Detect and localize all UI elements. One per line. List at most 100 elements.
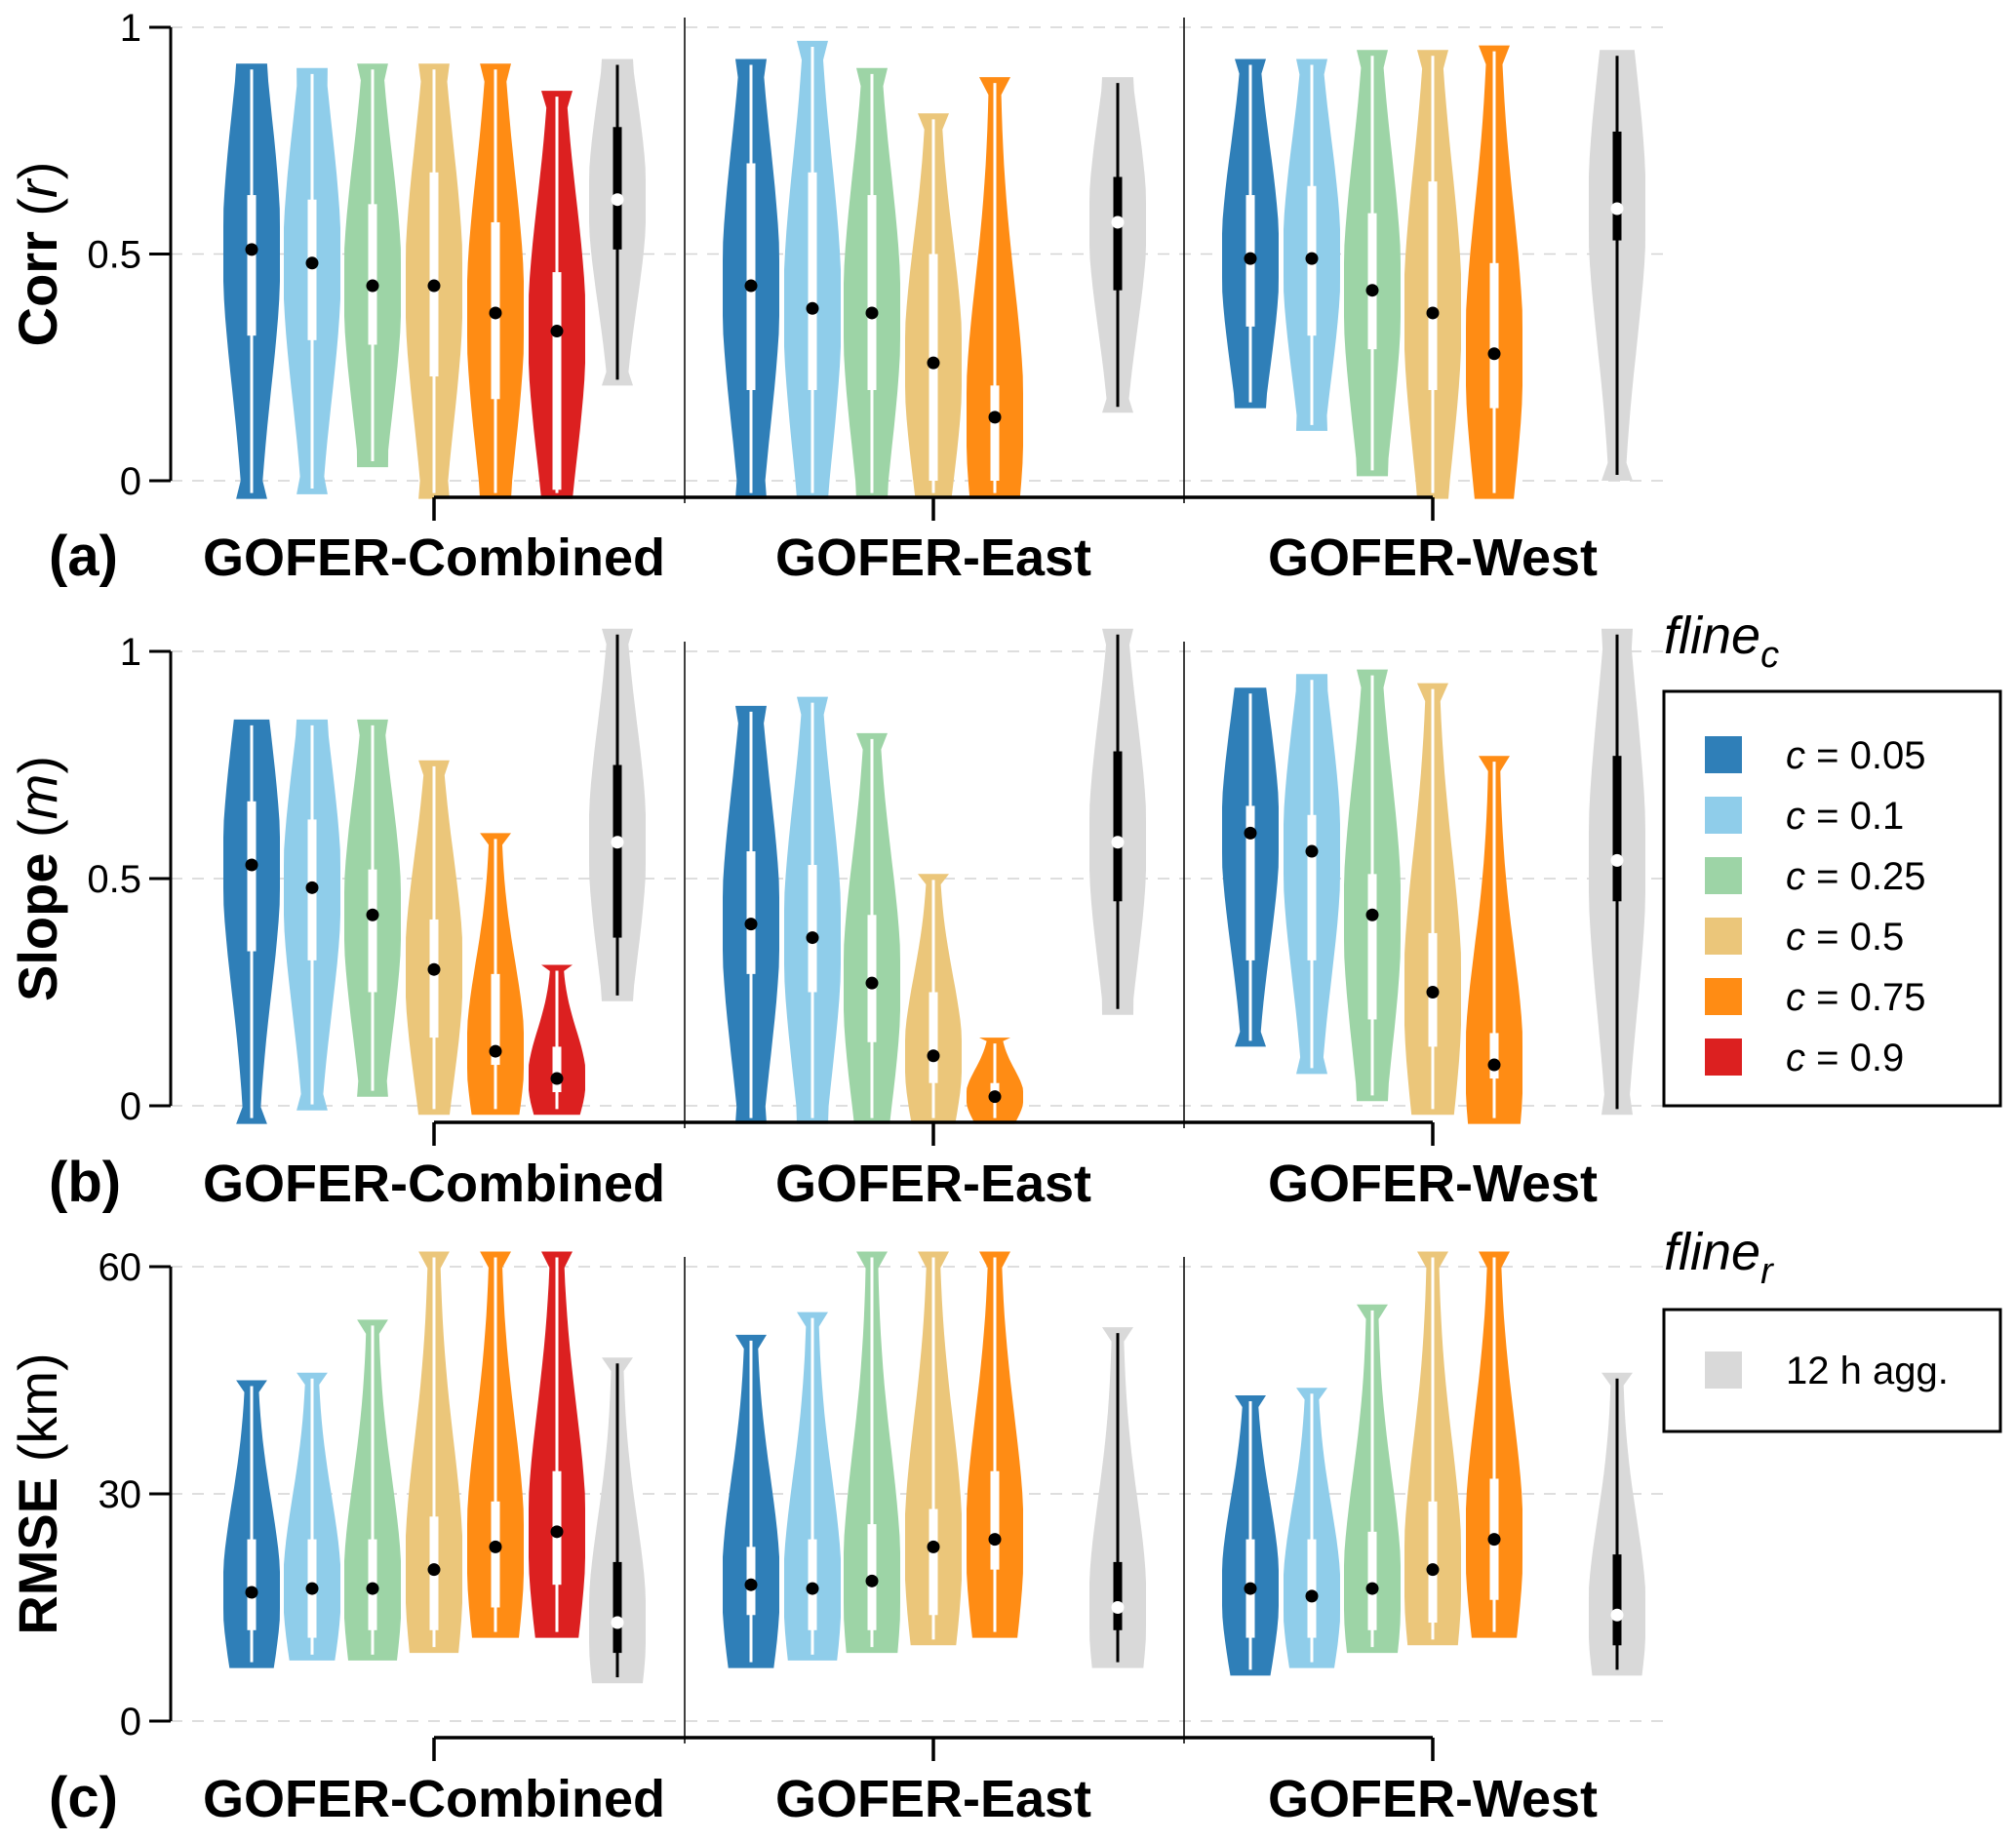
violin-median-dot bbox=[306, 1583, 319, 1595]
violin-gofer-west-c50 bbox=[1404, 1252, 1461, 1646]
violin-median-dot bbox=[1112, 215, 1125, 228]
violin-median-dot bbox=[246, 1586, 258, 1598]
violin-gofer-combined-c75 bbox=[467, 833, 524, 1115]
y-axis-label: RMSE (km) bbox=[7, 1352, 68, 1634]
violin-iqr-box bbox=[1368, 1532, 1377, 1630]
violin-gofer-east-c75 bbox=[967, 1252, 1023, 1638]
violin-gofer-combined-c05 bbox=[223, 1381, 280, 1668]
legend-label-symbol: c bbox=[1786, 916, 1805, 959]
violin-median-dot bbox=[551, 1073, 564, 1085]
violin-iqr-box bbox=[553, 1046, 562, 1092]
violin-median-dot bbox=[989, 411, 1002, 423]
legend-swatch bbox=[1705, 1038, 1742, 1076]
violin-iqr-box bbox=[1114, 1562, 1123, 1630]
legend-entry-c75: c = 0.75 bbox=[1705, 976, 1925, 1019]
violin-median-dot bbox=[428, 280, 441, 293]
legend-title-coarse: fliner bbox=[1664, 1223, 1774, 1292]
legend-label-value: = 0.25 bbox=[1805, 855, 1925, 898]
violin-iqr-box bbox=[747, 851, 756, 974]
violin-median-dot bbox=[866, 1575, 879, 1587]
violin-iqr-box bbox=[1613, 132, 1622, 241]
violin-median-dot bbox=[1488, 347, 1501, 360]
violin-median-dot bbox=[745, 280, 758, 293]
violin-iqr-box bbox=[1308, 815, 1317, 960]
legend-label: c = 0.5 bbox=[1786, 916, 1904, 959]
legend-label-value: = 0.9 bbox=[1805, 1037, 1904, 1079]
violin-median-dot bbox=[551, 325, 564, 337]
y-tick-label: 1 bbox=[120, 7, 141, 50]
legend-label: c = 0.25 bbox=[1786, 855, 1925, 898]
violin-gofer-east-c75 bbox=[967, 77, 1023, 499]
violin-iqr-box bbox=[369, 870, 377, 993]
violin-median-dot bbox=[1488, 1059, 1501, 1072]
violin-median-dot bbox=[928, 1541, 940, 1553]
y-axis-label-paren-close: ) bbox=[7, 162, 68, 180]
violin-gofer-east-c25 bbox=[844, 733, 900, 1124]
violin-median-dot bbox=[428, 963, 441, 976]
violin-iqr-box bbox=[1490, 263, 1499, 409]
violin-gofer-east-c50 bbox=[905, 113, 962, 498]
legend-label-symbol: c bbox=[1786, 1037, 1805, 1079]
legend-label-symbol: c bbox=[1786, 795, 1805, 838]
violin-median-dot bbox=[612, 836, 624, 848]
violin-iqr-box bbox=[991, 1471, 1000, 1570]
panel-b: 00.51Slope (m)GOFER-Combined GOFER-East GO… bbox=[7, 629, 1673, 1214]
violin-gofer-west-c25 bbox=[1344, 1305, 1401, 1653]
violin-gofer-combined-agg bbox=[589, 59, 646, 386]
violin-gofer-west-c05 bbox=[1222, 1395, 1279, 1675]
group-label-gofer-east: GOFER-East bbox=[775, 1155, 1091, 1213]
legend-label: c = 0.05 bbox=[1786, 734, 1925, 777]
violin-median-dot bbox=[1427, 1563, 1440, 1576]
violin-median-dot bbox=[1245, 1583, 1257, 1595]
violin-iqr-box bbox=[1613, 1554, 1622, 1645]
y-axis-label-paren-open: ( bbox=[7, 198, 68, 232]
group-label-gofer-combined: GOFER-Combined bbox=[203, 1770, 665, 1828]
violin-gofer-combined-c90 bbox=[529, 965, 585, 1116]
violin-iqr-box bbox=[248, 802, 257, 952]
group-label-gofer-east: GOFER-East bbox=[775, 529, 1091, 587]
violin-iqr-box bbox=[248, 1540, 257, 1630]
violin-gofer-west-c10 bbox=[1284, 674, 1340, 1074]
y-tick-label: 30 bbox=[99, 1473, 142, 1516]
violin-iqr-box bbox=[1490, 1033, 1499, 1078]
violin-median-dot bbox=[367, 1583, 379, 1595]
violin-median-dot bbox=[612, 1617, 624, 1629]
violin-gofer-east-c05 bbox=[723, 706, 779, 1124]
group-label-gofer-west: GOFER-West bbox=[1268, 529, 1598, 587]
violin-median-dot bbox=[1366, 1583, 1379, 1595]
violin-median-dot bbox=[928, 1049, 940, 1062]
violin-iqr-box bbox=[809, 173, 817, 390]
violin-median-dot bbox=[807, 931, 819, 944]
violin-gofer-combined-c10 bbox=[284, 1373, 340, 1661]
y-tick-label: 0 bbox=[120, 460, 141, 503]
violin-median-dot bbox=[551, 1525, 564, 1538]
legend-swatch bbox=[1705, 978, 1742, 1015]
violin-iqr-box bbox=[492, 1502, 500, 1608]
violin-median-dot bbox=[745, 1579, 758, 1591]
violin-gofer-combined-c10 bbox=[284, 68, 340, 494]
violin-gofer-east-agg bbox=[1089, 77, 1146, 412]
violin-gofer-west-c75 bbox=[1466, 46, 1522, 499]
violin-median-dot bbox=[428, 1563, 441, 1576]
legend-swatch bbox=[1705, 736, 1742, 773]
violin-gofer-west-c25 bbox=[1344, 670, 1401, 1102]
panel-letter: (a) bbox=[49, 525, 118, 588]
violin-gofer-east-c25 bbox=[844, 68, 900, 499]
violin-median-dot bbox=[1427, 986, 1440, 999]
violin-gofer-west-c10 bbox=[1284, 1388, 1340, 1667]
violin-gofer-west-c75 bbox=[1466, 1252, 1522, 1638]
y-axis-label-name: Corr bbox=[7, 231, 68, 346]
violin-median-dot bbox=[866, 306, 879, 319]
violin-median-dot bbox=[367, 280, 379, 293]
violin-gofer-east-c10 bbox=[784, 1312, 841, 1661]
legend-label-symbol: c bbox=[1786, 734, 1805, 777]
violin-median-dot bbox=[807, 302, 819, 315]
panel-letter: (b) bbox=[49, 1151, 121, 1214]
violin-median-dot bbox=[1611, 1609, 1624, 1622]
violin-median-dot bbox=[490, 1045, 502, 1058]
violin-iqr-box bbox=[553, 272, 562, 490]
violin-median-dot bbox=[1488, 1533, 1501, 1546]
violin-median-dot bbox=[490, 306, 502, 319]
violin-median-dot bbox=[367, 909, 379, 921]
legend-title-fine-subscript: c bbox=[1760, 635, 1779, 676]
